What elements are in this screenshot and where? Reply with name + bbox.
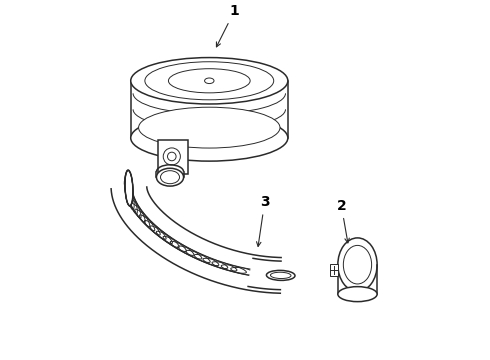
Polygon shape	[248, 258, 281, 290]
Ellipse shape	[131, 115, 288, 161]
Ellipse shape	[168, 152, 176, 161]
Ellipse shape	[338, 238, 377, 292]
Text: 2: 2	[337, 199, 349, 243]
Text: 3: 3	[257, 195, 270, 246]
Ellipse shape	[139, 107, 280, 148]
Ellipse shape	[161, 171, 179, 184]
Ellipse shape	[163, 148, 180, 165]
Polygon shape	[111, 187, 281, 293]
Ellipse shape	[338, 287, 377, 302]
Ellipse shape	[169, 69, 250, 93]
FancyBboxPatch shape	[330, 264, 338, 276]
Ellipse shape	[125, 170, 133, 206]
Text: 1: 1	[217, 4, 239, 47]
Ellipse shape	[267, 270, 295, 280]
Ellipse shape	[131, 58, 288, 104]
Polygon shape	[157, 140, 188, 174]
Ellipse shape	[205, 78, 214, 84]
Ellipse shape	[343, 246, 371, 284]
Ellipse shape	[156, 168, 184, 186]
Ellipse shape	[145, 62, 274, 100]
